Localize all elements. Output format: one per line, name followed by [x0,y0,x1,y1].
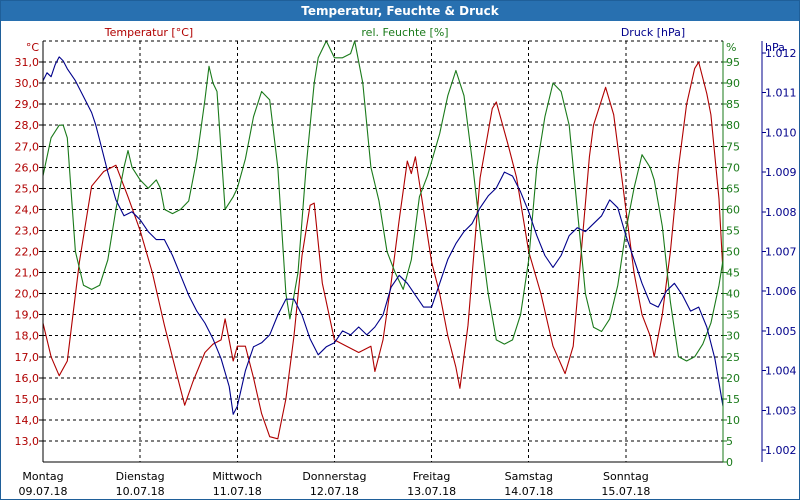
temperature-tick-label: 14,0 [15,414,40,427]
humidity-tick-label: 60 [726,203,740,216]
day-date-label: 12.07.18 [310,485,359,498]
humidity-line [42,40,724,362]
temperature-tick-label: 27,0 [15,140,40,153]
weather-chart: 13,0 14,0 15,0 16,0 17,0 18,0 19,0 20,0 21,0 22,0… [15,26,797,498]
temperature-tick-label: 31,0 [15,56,40,69]
temperature-axis-title: Temperatur [°C] [104,26,193,39]
plot-frame [39,40,766,463]
humidity-tick-label: 40 [726,288,740,301]
humidity-tick-label: 20 [726,372,740,385]
humidity-tick-label: 55 [726,224,740,237]
series-layer [42,40,724,440]
day-date-label: 14.07.18 [504,485,553,498]
day-date-label: 11.07.18 [213,485,262,498]
temperature-tick-label: 28,0 [15,119,40,132]
temperature-tick-label: 19,0 [15,309,40,322]
window-title: Temperatur, Feuchte & Druck [1,1,799,21]
humidity-tick-label: 70 [726,161,740,174]
day-name-label: Sonntag [603,470,649,483]
pressure-unit: hPa [765,41,785,54]
pressure-tick-label: 1.004 [765,365,797,378]
pressure-tick-label: 1.007 [765,246,797,259]
temperature-tick-label: 22,0 [15,246,40,259]
humidity-tick-label: 30 [726,330,740,343]
day-date-label: 09.07.18 [19,485,68,498]
day-date-label: 10.07.18 [116,485,165,498]
temperature-line [42,61,724,440]
day-name-label: Samstag [505,470,553,483]
humidity-tick-label: 65 [726,182,740,195]
temperature-tick-label: 25,0 [15,182,40,195]
day-name-label: Montag [22,470,63,483]
day-name-label: Dienstag [116,470,165,483]
temperature-tick-label: 21,0 [15,267,40,280]
temperature-tick-label: 30,0 [15,77,40,90]
pressure-tick-label: 1.011 [765,87,797,100]
humidity-axis-title: rel. Feuchte [%] [361,26,448,39]
day-name-label: Mittwoch [212,470,262,483]
axis-labels: 13,0 14,0 15,0 16,0 17,0 18,0 19,0 20,0 21,0 22,0… [15,26,797,498]
temperature-tick-label: 24,0 [15,203,40,216]
temperature-unit: °C [26,41,40,54]
humidity-tick-label: 50 [726,246,740,259]
pressure-line [42,56,724,415]
temperature-tick-label: 23,0 [15,224,40,237]
humidity-tick-label: 45 [726,267,740,280]
pressure-tick-label: 1.003 [765,404,797,417]
humidity-tick-label: 5 [726,435,733,448]
temperature-tick-label: 29,0 [15,98,40,111]
temperature-tick-label: 17,0 [15,351,40,364]
day-name-label: Donnerstag [302,470,366,483]
humidity-tick-label: 10 [726,414,740,427]
humidity-tick-label: 25 [726,351,740,364]
temperature-tick-label: 15,0 [15,393,40,406]
day-date-label: 13.07.18 [407,485,456,498]
pressure-tick-label: 1.008 [765,206,797,219]
pressure-tick-label: 1.010 [765,126,797,139]
pressure-axis-title: Druck [hPa] [621,26,685,39]
temperature-tick-label: 26,0 [15,161,40,174]
pressure-tick-label: 1.005 [765,325,797,338]
humidity-tick-label: 90 [726,77,740,90]
humidity-tick-label: 35 [726,309,740,322]
humidity-tick-label: 75 [726,140,740,153]
temperature-tick-label: 13,0 [15,435,40,448]
grid [43,41,723,462]
humidity-tick-label: 80 [726,119,740,132]
pressure-tick-label: 1.012 [765,47,797,60]
humidity-tick-label: 95 [726,56,740,69]
pressure-tick-label: 1.002 [765,444,797,457]
humidity-unit: % [726,41,736,54]
pressure-tick-label: 1.006 [765,285,797,298]
temperature-tick-label: 20,0 [15,288,40,301]
day-date-label: 15.07.18 [601,485,650,498]
humidity-tick-label: 15 [726,393,740,406]
pressure-tick-label: 1.009 [765,166,797,179]
temperature-tick-label: 16,0 [15,372,40,385]
temperature-tick-label: 18,0 [15,330,40,343]
humidity-tick-label: 0 [726,456,733,469]
humidity-tick-label: 85 [726,98,740,111]
day-name-label: Freitag [413,470,451,483]
